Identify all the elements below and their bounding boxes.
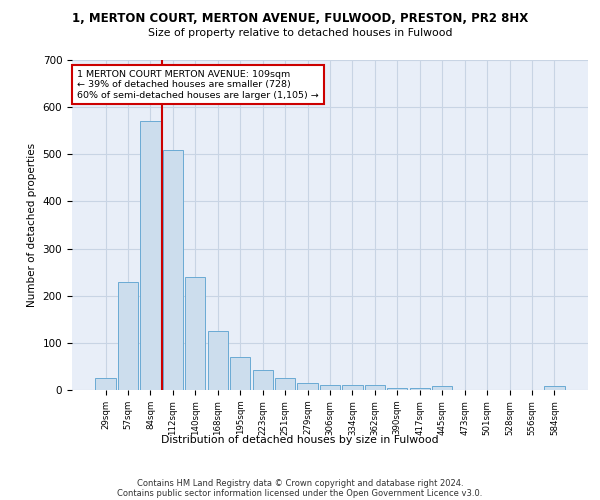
Bar	[208, 331, 228, 390]
Bar	[432, 386, 452, 390]
Y-axis label: Number of detached properties: Number of detached properties	[27, 143, 37, 307]
Bar	[298, 383, 317, 390]
Bar	[140, 122, 161, 390]
Text: Size of property relative to detached houses in Fulwood: Size of property relative to detached ho…	[148, 28, 452, 38]
Bar	[320, 386, 340, 390]
Bar	[410, 388, 430, 390]
Bar	[275, 378, 295, 390]
Bar	[185, 277, 205, 390]
Bar	[343, 386, 362, 390]
Bar	[95, 378, 116, 390]
Bar	[544, 386, 565, 390]
Bar	[118, 282, 138, 390]
Text: Contains public sector information licensed under the Open Government Licence v3: Contains public sector information licen…	[118, 488, 482, 498]
Text: Contains HM Land Registry data © Crown copyright and database right 2024.: Contains HM Land Registry data © Crown c…	[137, 478, 463, 488]
Bar	[387, 388, 407, 390]
Bar	[163, 150, 183, 390]
Text: Distribution of detached houses by size in Fulwood: Distribution of detached houses by size …	[161, 435, 439, 445]
Text: 1, MERTON COURT, MERTON AVENUE, FULWOOD, PRESTON, PR2 8HX: 1, MERTON COURT, MERTON AVENUE, FULWOOD,…	[72, 12, 528, 26]
Bar	[230, 357, 250, 390]
Bar	[365, 386, 385, 390]
Bar	[253, 370, 273, 390]
Text: 1 MERTON COURT MERTON AVENUE: 109sqm
← 39% of detached houses are smaller (728)
: 1 MERTON COURT MERTON AVENUE: 109sqm ← 3…	[77, 70, 319, 100]
